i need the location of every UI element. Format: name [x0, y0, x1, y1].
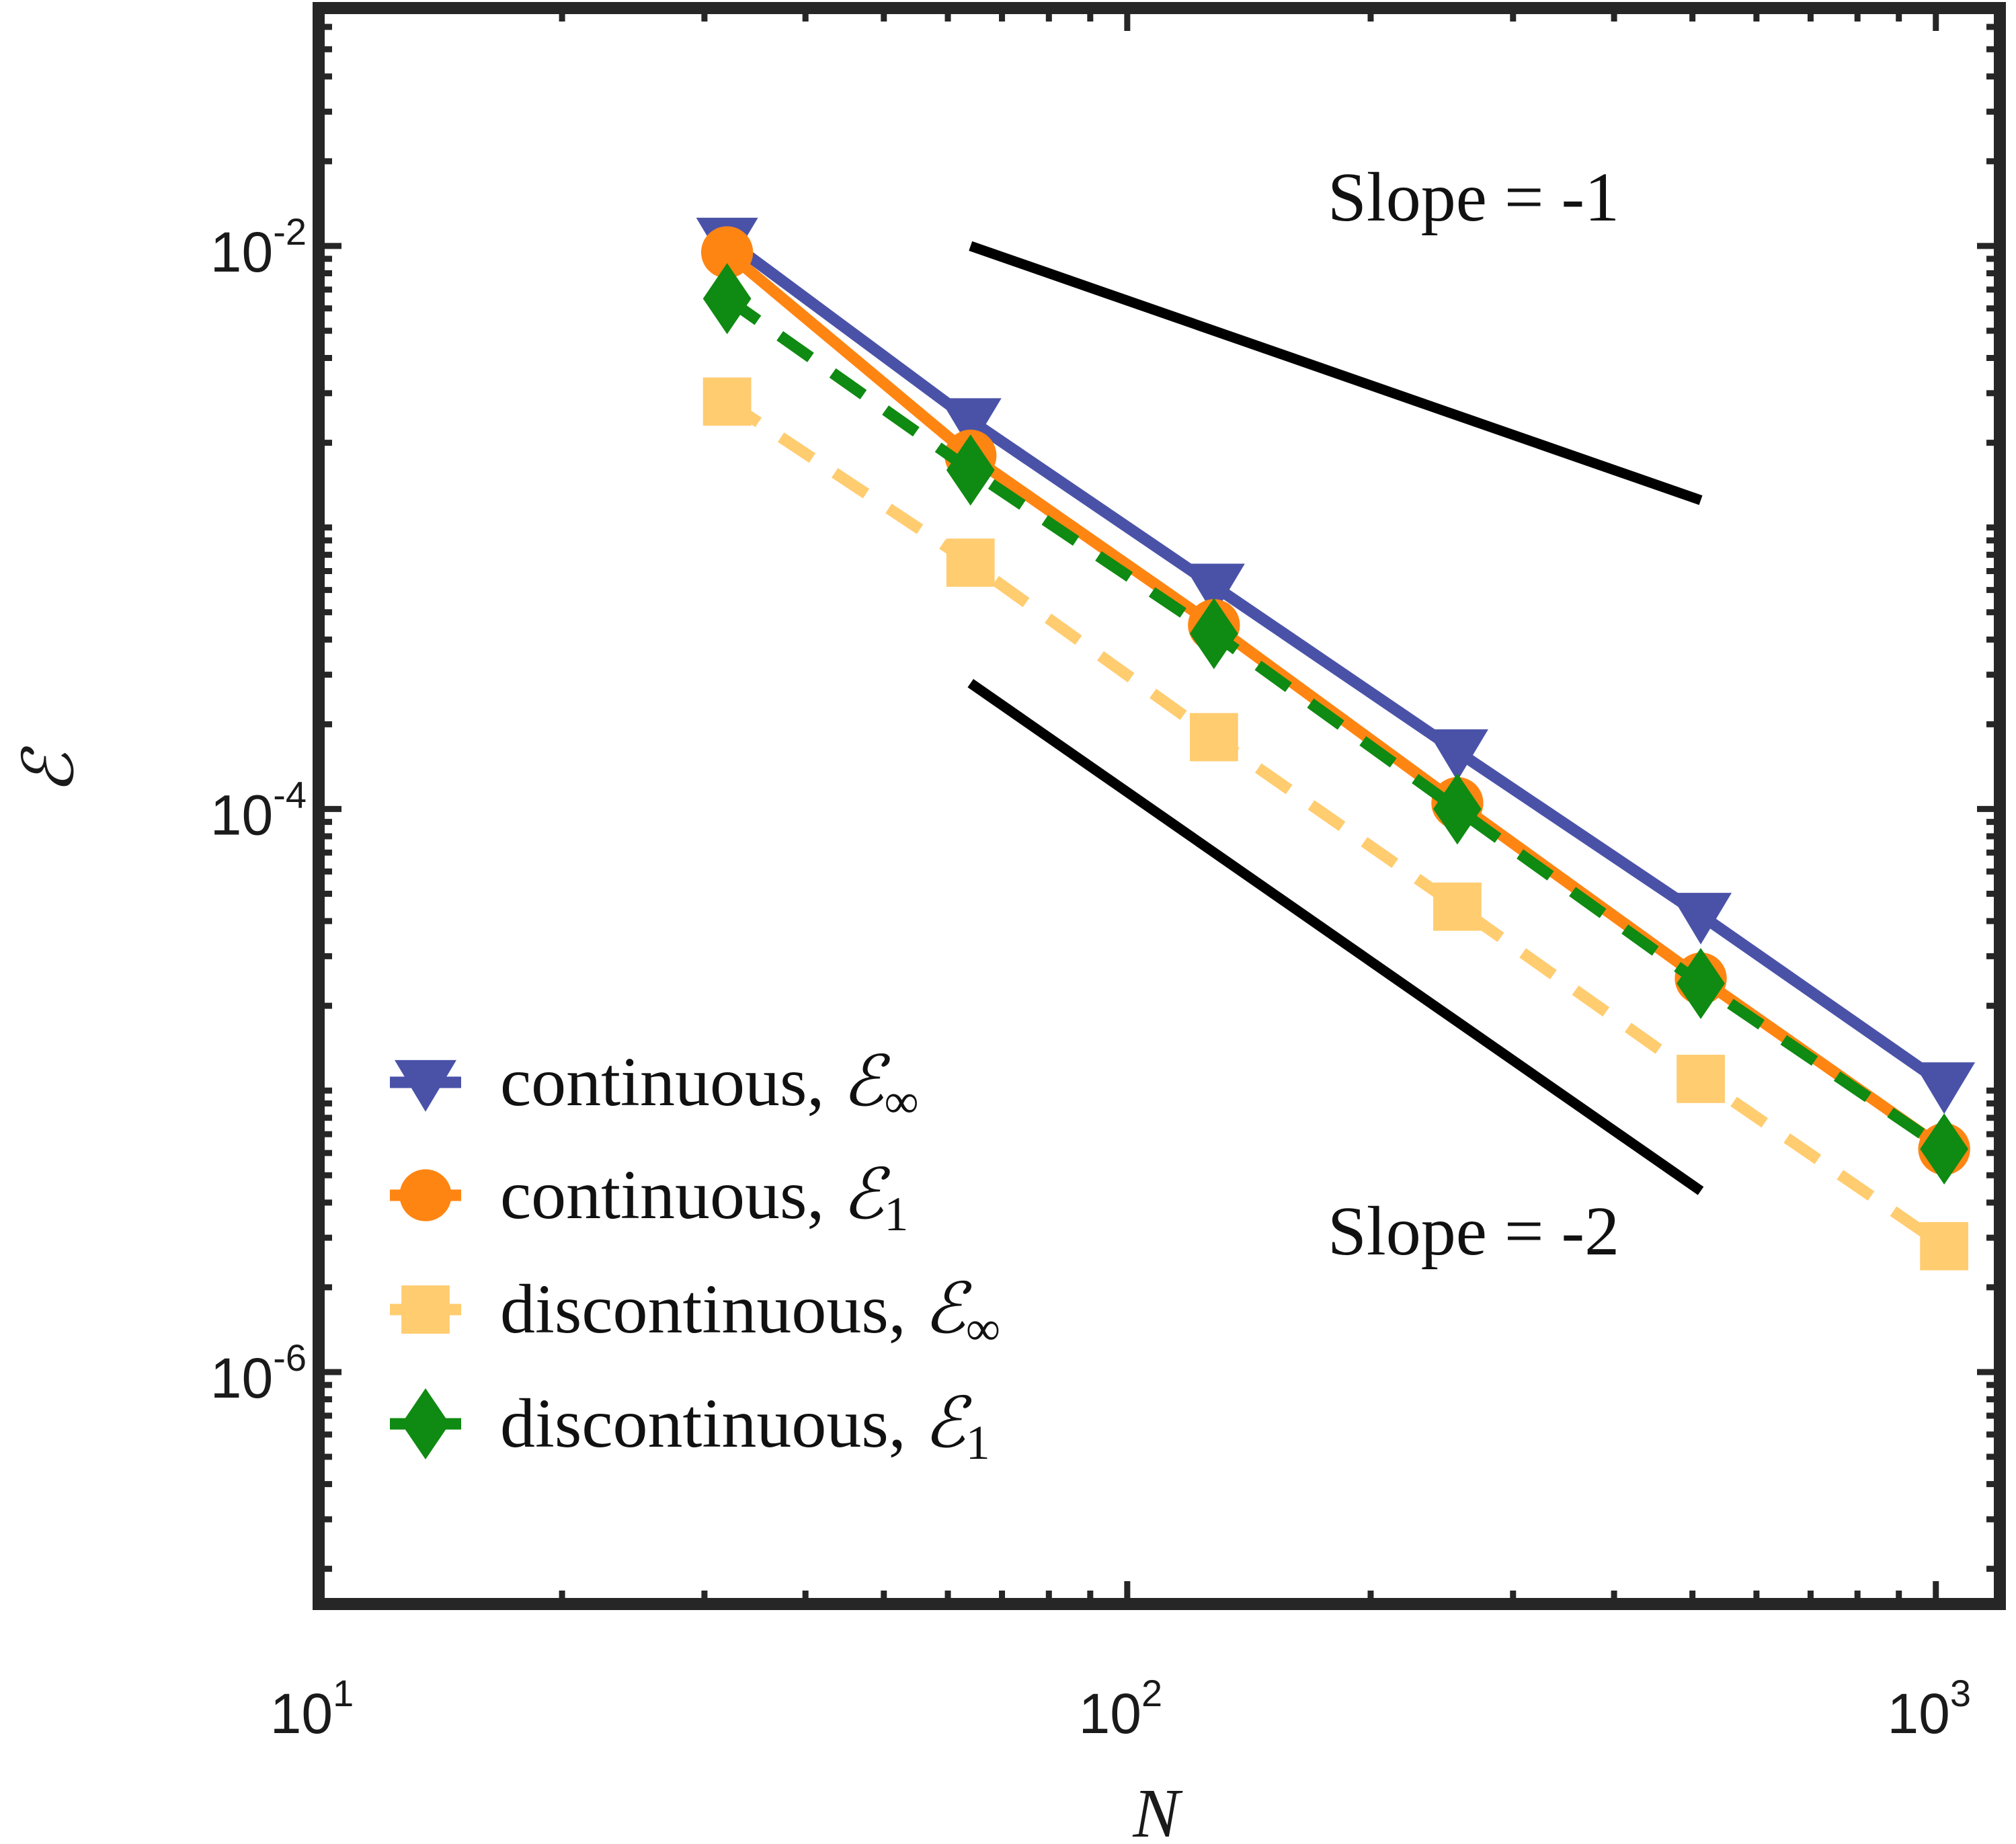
legend: continuous, ℰ∞ continuous, ℰ1 discontinuou… [390, 1043, 1000, 1470]
data-point [1426, 729, 1488, 781]
x-tick-label: 103 [1887, 1672, 1971, 1745]
x-axis-label: N [1132, 1775, 1183, 1844]
data-point [702, 377, 752, 426]
x-tick-label: 101 [270, 1672, 354, 1745]
x-tick-label: 102 [1079, 1672, 1163, 1745]
data-point [1433, 773, 1482, 845]
legend-item-3: discontinuous, ℰ∞ [390, 1271, 1000, 1355]
plot-frame [313, 2, 2006, 1610]
data-point [1913, 1062, 1976, 1115]
reference-line-1 [969, 241, 1703, 506]
data-point [1433, 882, 1482, 931]
legend-item-2: continuous, ℰ1 [390, 1156, 908, 1241]
data-point [946, 434, 995, 506]
legend-item-4: discontinuous, ℰ1 [390, 1385, 990, 1470]
data-point [1677, 1054, 1725, 1103]
legend-marker [395, 1059, 456, 1112]
axis-ticks: 101 102 103 10-2 10-4 10-6 [210, 5, 2000, 1745]
series-line [723, 247, 1948, 1154]
legend-label: continuous, ℰ1 [500, 1156, 908, 1241]
series-line [723, 397, 1947, 1251]
data-point [1189, 598, 1238, 670]
legend-label: discontinuous, ℰ∞ [500, 1271, 1000, 1355]
series-3 [702, 377, 1969, 1271]
data-point [1920, 1221, 1969, 1271]
slope-annotation-2: Slope = -2 [1328, 1193, 1619, 1270]
data-point [946, 538, 995, 587]
legend-marker [401, 1285, 450, 1334]
legend-label: continuous, ℰ∞ [500, 1043, 919, 1128]
data-point [1920, 1113, 1969, 1185]
annotations: Slope = -1 Slope = -2 [1328, 159, 1619, 1270]
legend-marker [401, 1388, 450, 1459]
data-point [1182, 563, 1245, 616]
y-tick-label: 10-6 [210, 1336, 307, 1410]
reference-line-2 [967, 679, 1704, 1195]
reference-lines [967, 241, 1704, 1195]
data-point [1670, 893, 1732, 945]
series-4 [702, 263, 1969, 1185]
series-layer [696, 217, 1976, 1271]
y-tick-label: 10-2 [210, 210, 307, 284]
series-line [723, 235, 1948, 1090]
axes-frame [313, 2, 2006, 1610]
legend-label: discontinuous, ℰ1 [500, 1385, 990, 1470]
slope-annotation-1: Slope = -1 [1328, 159, 1619, 236]
data-point [1189, 713, 1238, 762]
series-1 [696, 217, 1976, 1115]
data-point [700, 226, 754, 278]
series-line [723, 294, 1947, 1154]
y-tick-label: 10-4 [210, 773, 307, 846]
legend-marker [399, 1169, 452, 1221]
y-axis-label: ℰ [11, 746, 88, 794]
data-point [702, 263, 752, 335]
data-point [939, 398, 1002, 450]
legend-item-1: continuous, ℰ∞ [390, 1043, 919, 1128]
data-point [1677, 948, 1725, 1019]
